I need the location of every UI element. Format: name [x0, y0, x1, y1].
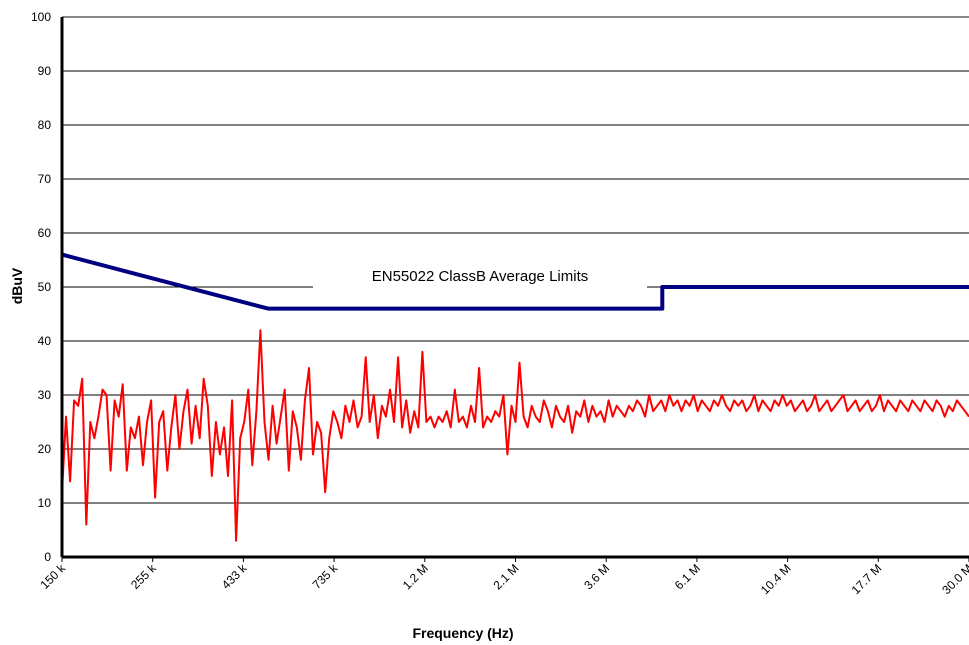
y-tick-label: 40	[38, 334, 52, 348]
x-tick-label: 3.6 M	[581, 561, 612, 592]
x-tick-label: 6.1 M	[672, 561, 703, 592]
y-tick-label: 50	[38, 280, 52, 294]
x-tick-label: 17.7 M	[849, 561, 885, 597]
limit-annotation: EN55022 ClassB Average Limits	[372, 268, 589, 285]
y-axis-title: dBuV	[9, 267, 25, 304]
y-tick-label: 100	[31, 10, 51, 24]
y-tick-label: 70	[38, 172, 52, 186]
x-tick-label: 255 k	[128, 561, 159, 592]
x-tick-label: 735 k	[310, 561, 341, 592]
x-tick-label: 10.4 M	[758, 561, 794, 597]
measurement-series	[61, 329, 969, 542]
x-axis-title: Frequency (Hz)	[412, 625, 513, 641]
y-tick-label: 90	[38, 64, 52, 78]
annotations: EN55022 ClassB Average Limits	[313, 260, 647, 288]
limit-line-series	[61, 252, 969, 311]
x-tick-label: 1.2 M	[400, 561, 431, 592]
y-tick-label: 30	[38, 388, 52, 402]
annotation-background	[313, 260, 647, 288]
x-tick-label: 150 k	[37, 561, 68, 592]
y-tick-labels: 0 10 20 30 40 50 60 70 80 90 100	[31, 10, 51, 564]
x-tick-labels: 150 k 255 k 433 k 735 k 1.2 M 2.1 M 3.6 M 6.1 M…	[37, 557, 969, 597]
y-tick-label: 10	[38, 496, 52, 510]
y-tick-label: 20	[38, 442, 52, 456]
x-tick-label: 433 k	[219, 561, 250, 592]
y-tick-label: 60	[38, 226, 52, 240]
measurement-line	[61, 329, 969, 542]
limit-line	[61, 252, 969, 311]
x-tick-label: 30.0 M	[939, 561, 969, 597]
x-tick-label: 2.1 M	[490, 561, 521, 592]
y-tick-label: 0	[44, 550, 51, 564]
y-tick-label: 80	[38, 118, 52, 132]
